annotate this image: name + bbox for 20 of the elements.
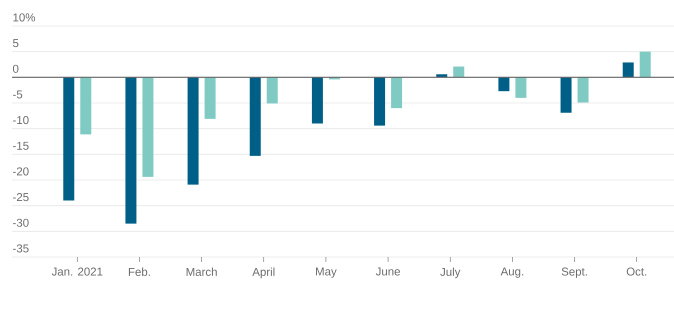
x-tick-label: Sept. bbox=[562, 268, 587, 278]
y-tick-label: -35 bbox=[13, 244, 29, 252]
x-tick-label: Jan. 2021 bbox=[52, 268, 102, 276]
x-tick-label: May bbox=[316, 268, 337, 278]
x-tick-label: July bbox=[440, 268, 460, 278]
x-tick-label: Feb. bbox=[128, 268, 150, 276]
x-tick-label: April bbox=[252, 268, 274, 278]
y-tick-label: -5 bbox=[13, 90, 22, 98]
y-tick-label: -20 bbox=[13, 167, 29, 176]
x-tick-label: March bbox=[186, 268, 217, 276]
y-tick-label: -30 bbox=[13, 218, 29, 227]
y-tick-label: 0 bbox=[12, 64, 18, 73]
y-tick-label: -10 bbox=[13, 116, 29, 124]
x-tick-label: Oct. bbox=[626, 268, 646, 276]
y-tick-label: -15 bbox=[13, 142, 29, 150]
x-tick-label: Aug. bbox=[500, 268, 524, 278]
y-tick-label: 5 bbox=[12, 39, 18, 48]
y-tick-label: 10% bbox=[13, 13, 36, 22]
y-tick-label: -25 bbox=[13, 193, 29, 202]
x-tick-label: June bbox=[376, 268, 400, 276]
